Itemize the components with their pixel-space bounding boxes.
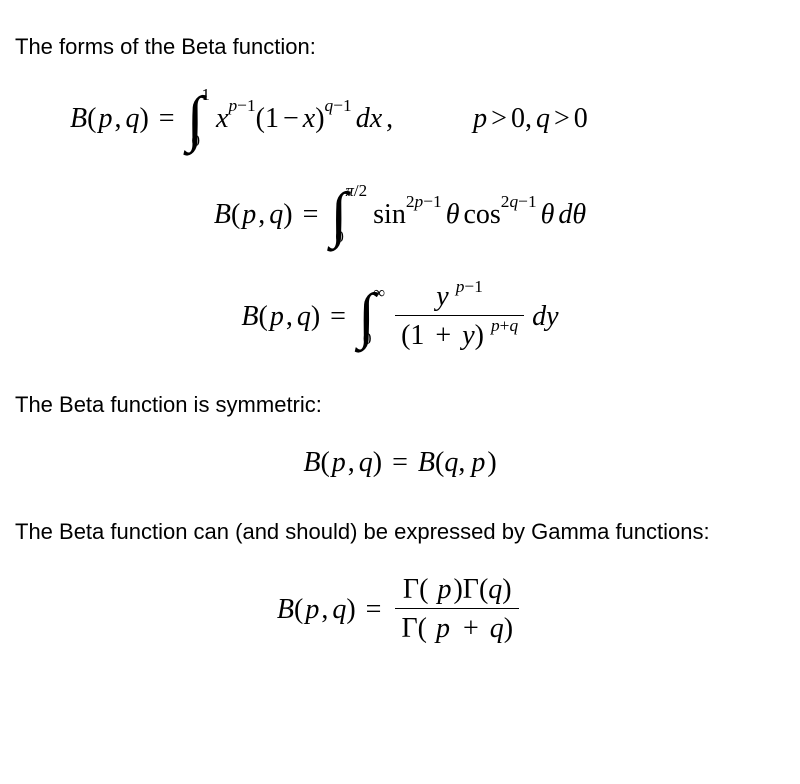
- integral-lower-limit: 0: [335, 227, 344, 247]
- integral-block: ∫ π/2 0: [328, 185, 373, 245]
- symmetric-text: The Beta function is symmetric:: [15, 388, 785, 421]
- intro-text: The forms of the Beta function:: [15, 30, 785, 63]
- beta-symmetry: B ( p , q ) = B ( q , p ): [15, 447, 785, 479]
- integral-upper-limit: 1: [202, 85, 211, 105]
- equals: =: [159, 103, 175, 135]
- beta-integral-form-1: B ( p , q ) = ∫ 1 0 x p−1 ( 1 − x ) q−1 …: [15, 89, 785, 149]
- symbol-p: p: [96, 103, 114, 135]
- exponent-2q-minus-1: 2q−1: [501, 192, 537, 212]
- differential-dtheta: dθ: [558, 199, 586, 231]
- cos: cos: [463, 199, 500, 231]
- sin: sin: [373, 199, 406, 231]
- integral-lower-limit: 0: [192, 131, 201, 151]
- beta-integral-form-3: B ( p , q ) = ∫ ∞ 0 y p−1 (1 + y) p+q: [15, 281, 785, 352]
- fraction: Γ( p)Γ(q) Γ( p + q): [395, 574, 519, 645]
- symbol-x: x: [216, 103, 228, 135]
- differential-dx: dx: [356, 103, 382, 135]
- gamma-text: The Beta function can (and should) be ex…: [15, 515, 785, 548]
- exponent-p-minus-1: p−1: [228, 96, 255, 116]
- integral-block: ∫ ∞ 0: [356, 287, 391, 347]
- fraction: y p−1 (1 + y) p+q: [395, 281, 524, 352]
- symbol-q: q: [125, 103, 139, 135]
- comma: ,: [114, 103, 121, 135]
- differential-dy: dy: [532, 301, 558, 333]
- condition: p > 0 , q > 0: [473, 103, 588, 135]
- symbol-B: B: [70, 103, 87, 135]
- rparen: ): [139, 103, 148, 135]
- integral-upper-limit: ∞: [373, 283, 385, 303]
- beta-integral-form-2: B ( p , q ) = ∫ π/2 0 sin 2p−1 θ cos 2q−…: [15, 185, 785, 245]
- exponent-q-minus-1: q−1: [325, 96, 352, 116]
- lparen: (: [256, 103, 265, 135]
- integral-block: ∫ 1 0: [185, 89, 216, 149]
- integral-lower-limit: 0: [363, 329, 372, 349]
- exponent-2p-minus-1: 2p−1: [406, 192, 442, 212]
- lparen: (: [87, 103, 96, 135]
- beta-gamma-relation: B ( p , q ) = Γ( p)Γ(q) Γ( p + q): [15, 574, 785, 645]
- integral-upper-limit: π/2: [345, 181, 367, 201]
